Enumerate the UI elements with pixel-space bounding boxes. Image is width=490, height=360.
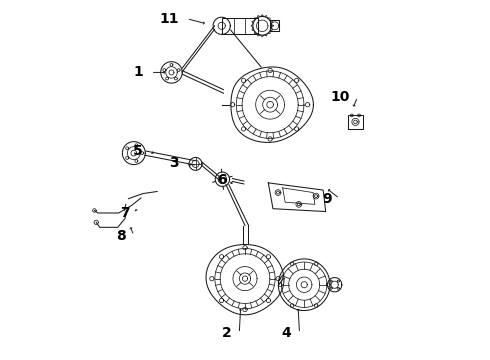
- Text: 11: 11: [159, 12, 179, 26]
- Text: 1: 1: [133, 66, 143, 80]
- Text: 7: 7: [120, 206, 129, 220]
- Text: 2: 2: [221, 327, 231, 341]
- Text: 6: 6: [217, 173, 226, 187]
- Text: 3: 3: [169, 156, 179, 170]
- Text: 4: 4: [282, 327, 292, 341]
- Text: 8: 8: [116, 229, 126, 243]
- Text: 5: 5: [133, 144, 143, 158]
- Text: 9: 9: [322, 192, 332, 206]
- Text: 10: 10: [330, 90, 350, 104]
